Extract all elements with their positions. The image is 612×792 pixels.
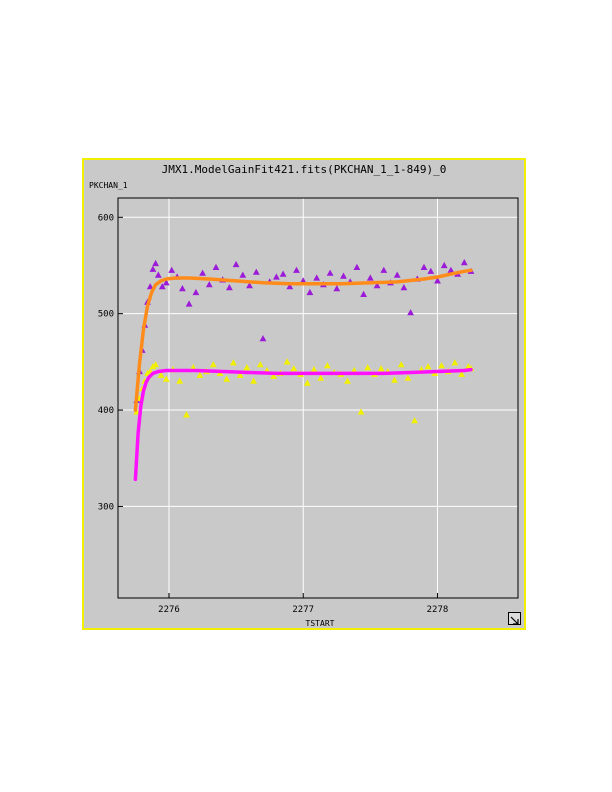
data-point	[424, 363, 432, 370]
data-point	[259, 335, 267, 342]
data-marks	[133, 259, 475, 482]
data-point	[270, 372, 278, 379]
tick-labels: 2276 2277 2278 300 400 500 600	[98, 213, 449, 615]
data-point	[360, 290, 367, 297]
data-point	[420, 263, 428, 270]
data-point	[438, 362, 445, 369]
data-point	[226, 284, 233, 291]
data-point	[205, 281, 213, 288]
x-tick-label: 2278	[427, 605, 449, 615]
data-point	[246, 282, 253, 289]
data-point	[393, 271, 401, 278]
y-tick-label: 500	[98, 310, 114, 320]
data-point	[162, 279, 170, 286]
data-point	[299, 277, 307, 284]
data-point	[306, 288, 314, 296]
data-point	[427, 267, 435, 274]
data-point	[243, 364, 251, 371]
data-point	[373, 282, 381, 289]
x-tick-label: 2277	[292, 605, 314, 615]
data-point	[209, 361, 217, 368]
data-point	[152, 259, 159, 267]
data-point	[273, 273, 280, 280]
data-point	[353, 263, 361, 270]
data-point	[344, 377, 351, 384]
data-point	[223, 375, 231, 382]
data-point	[290, 365, 298, 372]
data-point	[400, 284, 408, 291]
chart: JMX1.ModelGainFit421.fits(PKCHAN_1_1-849…	[89, 163, 519, 628]
data-point	[313, 274, 321, 281]
data-point	[212, 263, 220, 270]
data-point	[168, 266, 176, 273]
y-tick-label: 300	[98, 502, 114, 512]
data-point	[447, 266, 455, 273]
data-point	[366, 274, 374, 281]
data-point	[391, 376, 398, 383]
chart-title: JMX1.ModelGainFit421.fits(PKCHAN_1_1-849…	[162, 163, 447, 176]
data-point	[407, 309, 414, 316]
data-point	[176, 377, 184, 384]
data-point	[404, 374, 412, 381]
data-point	[324, 362, 331, 369]
data-point	[411, 417, 418, 424]
data-point	[232, 260, 240, 268]
data-point	[380, 266, 388, 273]
y-tick-label: 600	[98, 213, 114, 223]
data-point	[293, 266, 300, 273]
y-axis-label: PKCHAN_1	[89, 181, 128, 190]
data-point	[279, 270, 287, 277]
data-point	[236, 371, 244, 378]
data-point	[434, 277, 441, 284]
data-point	[146, 283, 154, 290]
data-point	[340, 272, 347, 279]
data-point	[250, 377, 257, 384]
data-point	[286, 283, 294, 290]
data-point	[303, 379, 311, 386]
data-point	[183, 411, 190, 418]
data-point	[460, 259, 468, 266]
fit-line-2	[133, 268, 473, 412]
data-point	[239, 271, 247, 278]
data-point	[149, 265, 157, 272]
grid-lines	[118, 198, 518, 598]
data-point	[364, 364, 372, 371]
data-point	[333, 285, 341, 292]
plot-frame	[117, 197, 519, 599]
data-point	[256, 361, 264, 368]
data-point	[157, 371, 165, 378]
data-point	[350, 366, 358, 374]
data-point	[310, 366, 318, 373]
data-point	[252, 268, 260, 275]
data-point	[162, 375, 170, 382]
data-point	[440, 261, 448, 269]
data-point	[179, 285, 186, 292]
x-tick-label: 2276	[158, 605, 180, 615]
data-point	[283, 358, 291, 365]
resize-arrow-icon[interactable]	[508, 612, 521, 625]
data-point	[192, 288, 200, 296]
data-point	[199, 269, 206, 276]
x-axis-label: TSTART	[306, 619, 335, 628]
plot-window: JMX1.ModelGainFit421.fits(PKCHAN_1_1-849…	[82, 158, 526, 630]
data-point	[152, 361, 159, 368]
data-point	[326, 269, 334, 276]
fit-line-3	[133, 367, 473, 482]
data-point	[458, 370, 465, 377]
data-point	[185, 300, 193, 307]
data-point	[317, 374, 325, 381]
data-point	[189, 364, 197, 371]
data-point	[158, 283, 166, 290]
data-point	[397, 361, 405, 368]
data-point	[377, 365, 385, 372]
y-tick-label: 400	[98, 406, 114, 416]
data-point	[154, 271, 162, 278]
data-point	[451, 359, 459, 366]
data-point	[230, 359, 237, 366]
data-point	[357, 408, 365, 415]
data-point	[196, 371, 204, 378]
